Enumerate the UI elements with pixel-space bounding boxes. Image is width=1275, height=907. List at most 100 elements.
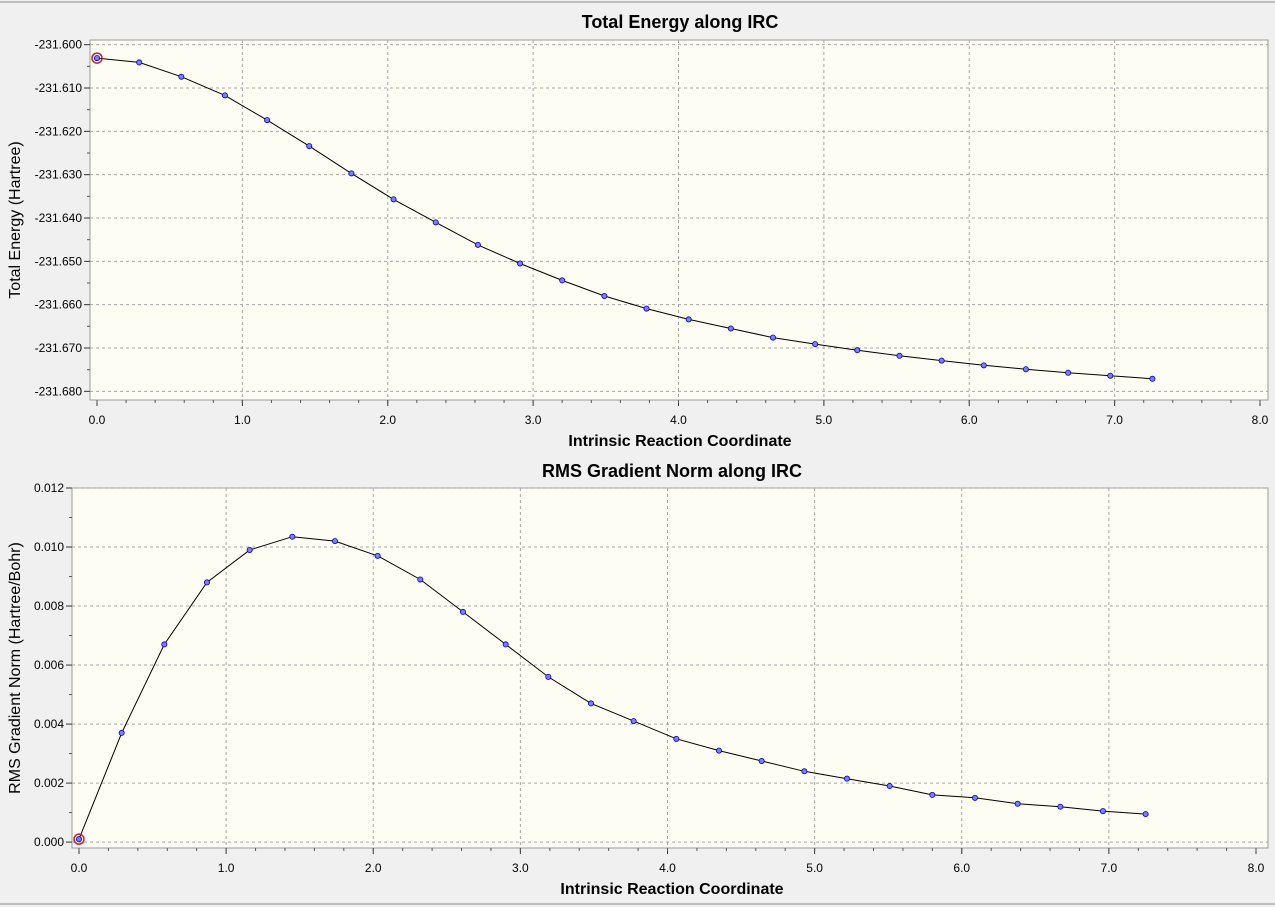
x-tick-label: 4.0 <box>659 861 676 875</box>
y-tick-label: 0.010 <box>34 540 64 554</box>
y-tick-label: 0.004 <box>34 717 64 731</box>
x-tick-label: 1.0 <box>234 413 251 427</box>
data-point <box>886 783 893 790</box>
x-tick-label: 8.0 <box>1252 413 1269 427</box>
data-point <box>559 277 566 284</box>
y-tick-label: -231.660 <box>35 298 83 312</box>
data-point <box>459 608 466 615</box>
data-point <box>374 552 381 559</box>
y-axis-label: Total Energy (Hartree) <box>7 141 24 298</box>
data-point <box>1149 375 1156 382</box>
y-tick-label: 0.002 <box>34 776 64 790</box>
x-tick-label: 0.0 <box>71 861 88 875</box>
data-point <box>801 768 808 775</box>
data-point <box>1057 803 1064 810</box>
data-point <box>432 219 439 226</box>
data-point <box>1107 372 1114 379</box>
series-line <box>96 57 1153 380</box>
data-point <box>76 836 83 843</box>
data-point <box>517 260 524 267</box>
data-point <box>601 292 608 299</box>
y-tick-label: 0.012 <box>34 481 64 495</box>
data-point <box>118 729 125 736</box>
data-point <box>643 305 650 312</box>
data-point <box>178 73 185 80</box>
data-point <box>390 196 397 203</box>
x-tick-label: 2.0 <box>365 861 382 875</box>
x-tick-label: 7.0 <box>1106 413 1123 427</box>
x-tick-label: 3.0 <box>525 413 542 427</box>
data-point <box>161 641 168 648</box>
data-point <box>971 794 978 801</box>
data-point <box>929 791 936 798</box>
data-point <box>417 576 424 583</box>
data-point <box>630 718 637 725</box>
data-point <box>938 357 945 364</box>
x-tick-label: 2.0 <box>379 413 396 427</box>
x-tick-label: 7.0 <box>1101 861 1118 875</box>
chart-title: Total Energy along IRC <box>582 12 779 32</box>
data-point <box>94 55 101 62</box>
x-tick-label: 0.0 <box>89 413 106 427</box>
y-tick-label: -231.650 <box>35 254 83 268</box>
data-point <box>1142 811 1149 818</box>
data-point <box>289 533 296 540</box>
x-axis-label: Intrinsic Reaction Coordinate <box>560 881 783 898</box>
data-point <box>843 775 850 782</box>
data-point <box>758 757 765 764</box>
data-point <box>545 673 552 680</box>
data-point <box>474 241 481 248</box>
x-tick-label: 3.0 <box>512 861 529 875</box>
data-point <box>1014 800 1021 807</box>
data-point <box>1022 366 1029 373</box>
data-point <box>685 316 692 323</box>
x-axis-label: Intrinsic Reaction Coordinate <box>568 433 791 450</box>
x-tick-label: 1.0 <box>218 861 235 875</box>
y-tick-label: -231.610 <box>35 81 83 95</box>
x-tick-label: 5.0 <box>806 861 823 875</box>
data-point <box>264 117 271 124</box>
data-point <box>587 700 594 707</box>
highlighted-point-marker <box>91 52 103 64</box>
total-energy-chart[interactable]: Total Energy along IRC Intrinsic Reactio… <box>7 12 1269 450</box>
data-point <box>812 341 819 348</box>
x-tick-label: 6.0 <box>961 413 978 427</box>
x-tick-label: 5.0 <box>816 413 833 427</box>
data-point <box>896 352 903 359</box>
y-tick-label: -231.620 <box>35 124 83 138</box>
data-point <box>306 143 313 150</box>
data-point <box>502 641 509 648</box>
series-line <box>78 536 1146 840</box>
data-point <box>246 546 253 553</box>
x-tick-label: 8.0 <box>1248 861 1265 875</box>
y-tick-label: -231.680 <box>35 384 83 398</box>
y-tick-label: -231.600 <box>35 38 83 52</box>
data-point <box>769 334 776 341</box>
y-tick-label: -231.630 <box>35 168 83 182</box>
y-axis-label: RMS Gradient Norm (Hartree/Bohr) <box>7 542 24 794</box>
plot-area <box>71 487 1269 849</box>
data-point <box>673 735 680 742</box>
y-tick-label: 0.008 <box>34 599 64 613</box>
rms-gradient-chart[interactable]: RMS Gradient Norm along IRC Intrinsic Re… <box>7 461 1269 898</box>
x-tick-label: 6.0 <box>953 861 970 875</box>
data-point <box>1099 808 1106 815</box>
highlighted-point-marker <box>73 833 85 845</box>
data-point <box>136 59 143 66</box>
data-point <box>348 170 355 177</box>
data-point <box>203 579 210 586</box>
chart-title: RMS Gradient Norm along IRC <box>542 461 802 481</box>
data-point <box>331 538 338 545</box>
data-point <box>1065 369 1072 376</box>
data-point <box>221 92 228 99</box>
y-tick-label: 0.006 <box>34 658 64 672</box>
data-point <box>854 347 861 354</box>
x-tick-label: 4.0 <box>670 413 687 427</box>
data-point <box>727 325 734 332</box>
data-point <box>980 362 987 369</box>
y-tick-label: 0.000 <box>34 835 64 849</box>
data-point <box>715 747 722 754</box>
y-tick-label: -231.640 <box>35 211 83 225</box>
y-tick-label: -231.670 <box>35 341 83 355</box>
